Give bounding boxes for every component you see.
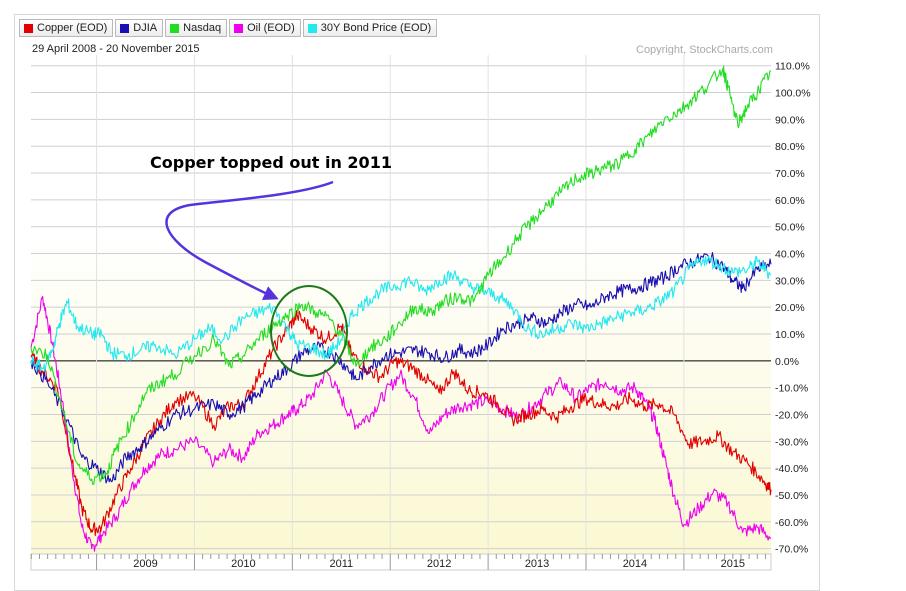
legend-swatch [24, 23, 33, 33]
y-tick-label: 20.0% [775, 302, 805, 314]
series-line-djia [30, 252, 772, 484]
y-tick-label: 10.0% [775, 329, 805, 341]
annotation-arrow [165, 180, 334, 300]
legend-label: 30Y Bond Price (EOD) [320, 22, 432, 34]
legend-label: Copper (EOD) [37, 22, 108, 34]
y-tick-label: -10.0% [775, 383, 808, 395]
y-tick-label: -50.0% [775, 490, 808, 502]
y-tick-label: 80.0% [775, 141, 805, 153]
legend-swatch [170, 23, 180, 33]
x-tick-label: 2009 [133, 558, 157, 570]
y-tick-label: -20.0% [775, 409, 808, 421]
y-tick-label: 50.0% [775, 222, 805, 234]
series-line-copper-eod [30, 310, 772, 537]
date-range: 29 April 2008 - 20 November 2015 [32, 43, 200, 55]
legend-swatch [307, 23, 317, 33]
legend-label: DJIA [133, 22, 158, 34]
x-tick-label: 2013 [525, 558, 549, 570]
legend-swatch [120, 23, 130, 33]
y-tick-label: 30.0% [775, 275, 805, 287]
legend-item-copper[interactable]: Copper (EOD) [19, 19, 114, 37]
y-tick-label: 40.0% [775, 249, 805, 261]
x-tick-label: 2012 [427, 558, 451, 570]
x-tick-label: 2014 [623, 558, 647, 570]
y-tick-label: -30.0% [775, 436, 808, 448]
legend: Copper (EOD) DJIA Nasdaq Oil (EOD) 30Y B… [19, 19, 439, 39]
y-tick-label: -40.0% [775, 463, 808, 475]
plot-area [31, 55, 771, 554]
legend-item-nasdaq[interactable]: Nasdaq [165, 19, 228, 37]
x-tick-label: 2011 [329, 558, 353, 570]
y-tick-label: -60.0% [775, 517, 808, 529]
legend-label: Nasdaq [183, 22, 222, 34]
copyright: Copyright, StockCharts.com [636, 44, 773, 56]
legend-swatch [234, 23, 244, 33]
y-tick-label: -70.0% [775, 544, 808, 556]
y-tick-label: 0.0% [775, 356, 799, 368]
y-tick-label: 60.0% [775, 195, 805, 207]
legend-item-bond[interactable]: 30Y Bond Price (EOD) [302, 19, 438, 37]
series-line-30y-bond-price-eod [30, 255, 772, 373]
y-tick-label: 90.0% [775, 114, 805, 126]
x-tick-label: 2010 [231, 558, 255, 570]
annotation-circle [270, 285, 348, 377]
y-tick-label: 110.0% [775, 61, 810, 73]
legend-item-djia[interactable]: DJIA [115, 19, 164, 37]
legend-item-oil[interactable]: Oil (EOD) [229, 19, 301, 37]
y-tick-label: 100.0% [775, 88, 811, 100]
y-tick-label: 70.0% [775, 168, 805, 180]
series-line-nasdaq [30, 65, 771, 485]
annotation-text: Copper topped out in 2011 [150, 153, 392, 172]
x-tick-label: 2015 [721, 558, 745, 570]
series-line-oil-eod [30, 295, 772, 552]
legend-label: Oil (EOD) [247, 22, 295, 34]
